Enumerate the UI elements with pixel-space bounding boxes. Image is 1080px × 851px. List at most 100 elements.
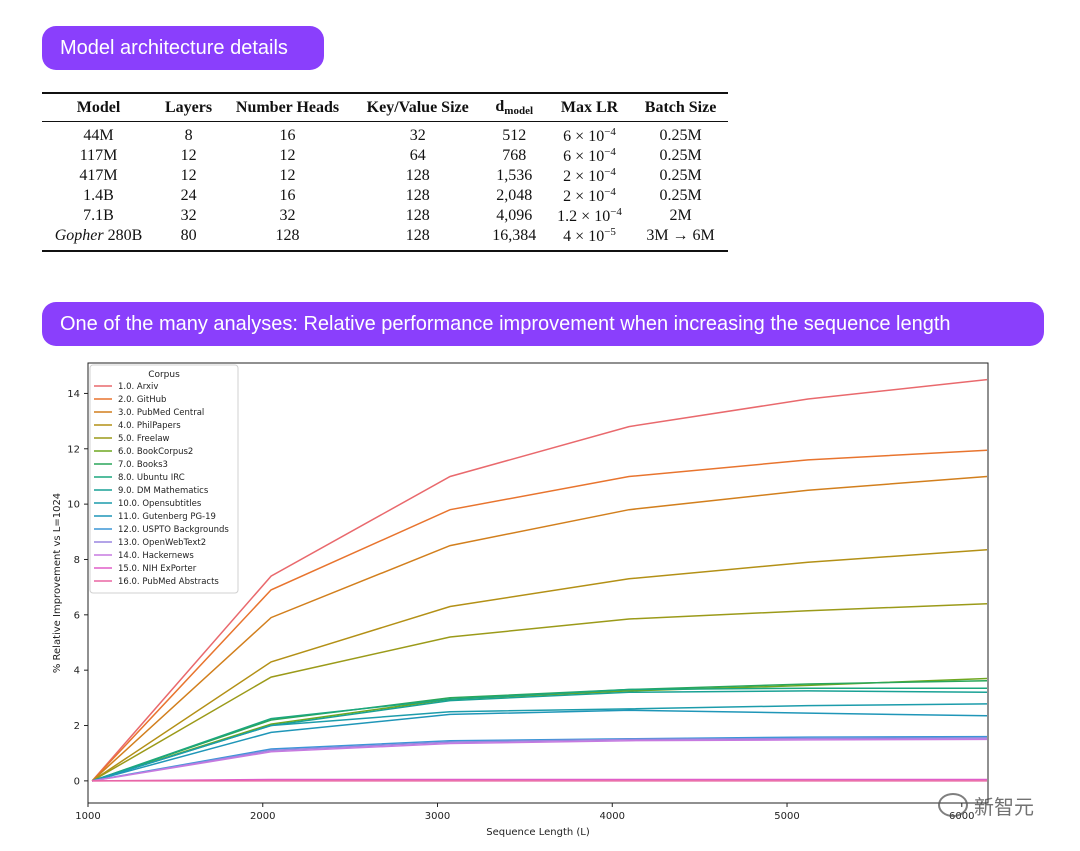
cell-dmodel: 4,096 bbox=[496, 207, 533, 224]
cell-max-lr: 4 × 10−5 bbox=[546, 226, 633, 251]
cell-max-lr-base: 1.2 × 10 bbox=[557, 208, 611, 225]
table-header-row: Model Layers Number Heads Key/Value Size… bbox=[42, 93, 728, 122]
legend-entry: 4.0. PhilPapers bbox=[118, 421, 181, 431]
cell-layers: 12 bbox=[180, 147, 197, 164]
cell-max-lr-base: 4 × 10 bbox=[563, 228, 605, 245]
cell-max-lr-base: 2 × 10 bbox=[563, 168, 605, 185]
cell-heads: 32 bbox=[279, 207, 296, 224]
legend-entry: 10.0. Opensubtitles bbox=[118, 499, 202, 509]
series-line bbox=[92, 738, 988, 782]
series-line bbox=[92, 709, 988, 782]
cell-max-lr-exp: −4 bbox=[604, 186, 616, 198]
cell-batch-size: 0.25M bbox=[659, 187, 702, 204]
x-tick-label: 5000 bbox=[774, 811, 799, 822]
cell-max-lr-exp: −5 bbox=[604, 226, 616, 238]
cell-model-italic: Gopher bbox=[54, 227, 104, 244]
cell-max-lr-exp: −4 bbox=[610, 206, 622, 218]
cell-batch-size: 0.25M bbox=[659, 167, 702, 184]
plot-frame bbox=[87, 362, 989, 804]
col-layers: Layers bbox=[165, 98, 213, 116]
col-dmodel: dmodel bbox=[482, 93, 546, 122]
y-tick-label: 10 bbox=[67, 500, 80, 511]
x-axis-label: Sequence Length (L) bbox=[486, 827, 590, 838]
col-model: Model bbox=[76, 98, 121, 116]
cell-heads: 12 bbox=[279, 147, 296, 164]
y-tick-label: 12 bbox=[67, 444, 80, 455]
cell-dmodel: 768 bbox=[502, 147, 527, 164]
cell-batch-size: 0.25M bbox=[659, 147, 702, 164]
cell-max-lr: 1.2 × 10−4 bbox=[546, 206, 633, 226]
cell-dmodel: 1,536 bbox=[496, 167, 533, 184]
legend-entry: 1.0. Arxiv bbox=[118, 382, 158, 392]
cell-max-lr-exp: −4 bbox=[604, 126, 616, 138]
cell-model-name: 7.1B bbox=[83, 207, 114, 224]
legend-title: Corpus bbox=[148, 370, 180, 380]
legend-entry: 7.0. Books3 bbox=[118, 460, 168, 470]
cell-kv-size: 128 bbox=[405, 227, 430, 244]
cell-model: 7.1B bbox=[42, 206, 155, 226]
y-axis-label: % Relative Improvement vs L=1024 bbox=[52, 493, 63, 673]
legend-entry: 14.0. Hackernews bbox=[118, 551, 194, 561]
y-tick-label: 2 bbox=[74, 721, 80, 732]
cell-kv-size: 128 bbox=[405, 207, 430, 224]
cell-heads: 16 bbox=[279, 127, 296, 144]
chart-svg: 1000 2000 3000 4000 5000 6000 0 2 4 6 8 10 12 14 Seque… bbox=[52, 362, 989, 838]
cell-model-name: 280B bbox=[103, 227, 143, 244]
series-line bbox=[92, 778, 987, 782]
x-tick-label: 6000 bbox=[949, 811, 974, 822]
table-row: Gopher 280B 80 128 128 16,384 4 × 10−5 3M → 6M bbox=[42, 226, 728, 251]
legend-entry: 16.0. PubMed Abstracts bbox=[118, 577, 219, 587]
cell-max-lr-base: 6 × 10 bbox=[563, 128, 605, 145]
col-dmodel-sub: model bbox=[504, 105, 534, 117]
series-line bbox=[92, 735, 988, 782]
architecture-section-header: Model architecture details bbox=[42, 26, 324, 70]
cell-dmodel: 2,048 bbox=[496, 187, 533, 204]
cell-model-name: 117M bbox=[79, 147, 118, 164]
cell-dmodel: 16,384 bbox=[492, 227, 537, 244]
table-row: 117M 12 12 64 768 6 × 10−4 0.25M bbox=[42, 146, 728, 166]
legend-entry: 13.0. OpenWebText2 bbox=[118, 538, 206, 548]
cell-max-lr-base: 2 × 10 bbox=[563, 188, 605, 205]
series-line bbox=[91, 687, 987, 782]
x-tick-label: 4000 bbox=[600, 811, 625, 822]
cell-kv-size: 128 bbox=[405, 187, 430, 204]
cell-heads: 16 bbox=[279, 187, 296, 204]
cell-kv-size: 32 bbox=[409, 127, 426, 144]
cell-model: Gopher 280B bbox=[42, 226, 155, 251]
cell-max-lr: 6 × 10−4 bbox=[546, 146, 633, 166]
cell-model-name: 417M bbox=[79, 167, 118, 184]
cell-max-lr-base: 6 × 10 bbox=[563, 148, 605, 165]
legend-entry: 15.0. NIH ExPorter bbox=[118, 564, 197, 574]
col-kv-size: Key/Value Size bbox=[366, 98, 469, 116]
series-line bbox=[91, 703, 988, 782]
cell-max-lr-exp: −4 bbox=[604, 166, 616, 178]
watermark-text: 新智元 bbox=[974, 794, 1034, 819]
cell-layers: 32 bbox=[180, 207, 197, 224]
cell-model: 44M bbox=[42, 122, 155, 147]
cell-kv-size: 128 bbox=[405, 167, 430, 184]
watermark: 新智元 bbox=[938, 788, 1058, 822]
cell-layers: 80 bbox=[180, 227, 197, 244]
cell-heads: 12 bbox=[279, 167, 296, 184]
cell-layers: 12 bbox=[180, 167, 197, 184]
y-tick-label: 0 bbox=[74, 776, 80, 787]
cell-model-name: 1.4B bbox=[83, 187, 114, 204]
cell-dmodel: 512 bbox=[502, 127, 527, 144]
col-heads: Number Heads bbox=[235, 98, 340, 116]
col-max-lr: Max LR bbox=[560, 98, 619, 116]
architecture-table: Model Layers Number Heads Key/Value Size… bbox=[42, 92, 728, 252]
legend-entry: 11.0. Gutenberg PG-19 bbox=[118, 512, 216, 522]
cell-layers: 8 bbox=[184, 127, 193, 144]
legend-entry: 8.0. Ubuntu IRC bbox=[118, 473, 185, 483]
y-tick-label: 4 bbox=[74, 666, 80, 677]
cell-model: 417M bbox=[42, 166, 155, 186]
legend-entry: 9.0. DM Mathematics bbox=[118, 486, 209, 496]
x-tick-label: 3000 bbox=[425, 811, 450, 822]
cell-max-lr: 2 × 10−4 bbox=[546, 166, 633, 186]
cell-max-lr: 6 × 10−4 bbox=[546, 122, 633, 147]
x-tick-label: 2000 bbox=[250, 811, 275, 822]
series-line bbox=[91, 449, 988, 782]
cell-kv-size: 64 bbox=[409, 147, 426, 164]
table-row: 417M 12 12 128 1,536 2 × 10−4 0.25M bbox=[42, 166, 728, 186]
cell-batch-size: 3M → 6M bbox=[646, 227, 715, 244]
